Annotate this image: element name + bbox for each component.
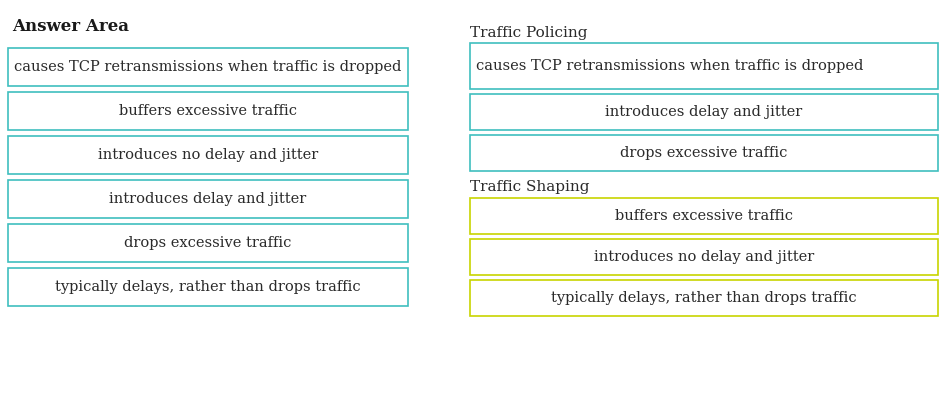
Text: introduces no delay and jitter: introduces no delay and jitter (97, 148, 318, 162)
FancyBboxPatch shape (8, 224, 408, 262)
FancyBboxPatch shape (8, 268, 408, 306)
FancyBboxPatch shape (8, 136, 408, 174)
Text: introduces no delay and jitter: introduces no delay and jitter (594, 250, 815, 264)
Text: drops excessive traffic: drops excessive traffic (621, 146, 788, 160)
Text: drops excessive traffic: drops excessive traffic (124, 236, 291, 250)
Text: Answer Area: Answer Area (12, 18, 129, 35)
Text: causes TCP retransmissions when traffic is dropped: causes TCP retransmissions when traffic … (476, 59, 864, 73)
Text: introduces delay and jitter: introduces delay and jitter (110, 192, 307, 206)
Text: buffers excessive traffic: buffers excessive traffic (615, 209, 793, 223)
FancyBboxPatch shape (470, 198, 938, 234)
Text: causes TCP retransmissions when traffic is dropped: causes TCP retransmissions when traffic … (14, 60, 401, 74)
FancyBboxPatch shape (470, 43, 938, 89)
FancyBboxPatch shape (470, 239, 938, 275)
FancyBboxPatch shape (470, 94, 938, 130)
Text: introduces delay and jitter: introduces delay and jitter (605, 105, 802, 119)
FancyBboxPatch shape (8, 180, 408, 218)
Text: Traffic Shaping: Traffic Shaping (470, 180, 589, 194)
Text: typically delays, rather than drops traffic: typically delays, rather than drops traf… (55, 280, 360, 294)
FancyBboxPatch shape (470, 280, 938, 316)
FancyBboxPatch shape (8, 92, 408, 130)
Text: Traffic Policing: Traffic Policing (470, 26, 587, 40)
Text: typically delays, rather than drops traffic: typically delays, rather than drops traf… (552, 291, 857, 305)
Text: buffers excessive traffic: buffers excessive traffic (119, 104, 297, 118)
FancyBboxPatch shape (470, 135, 938, 171)
FancyBboxPatch shape (8, 48, 408, 86)
